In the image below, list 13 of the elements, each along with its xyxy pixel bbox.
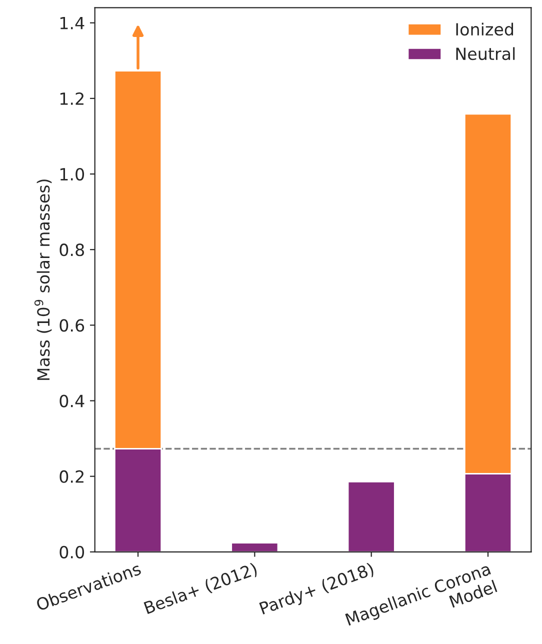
bar: [347, 480, 396, 552]
y-tick-label: 1.2: [60, 92, 84, 105]
y-axis-title: Mass (10$^{9}$ solar masses): [34, 180, 52, 380]
y-tick-label: 1.4: [60, 17, 84, 30]
legend-label: Ionized: [456, 22, 514, 36]
bar: [230, 542, 279, 552]
y-tick-label: 0.0: [60, 546, 84, 558]
y-tick-label: 0.2: [60, 470, 84, 483]
y-tick-label: 1.0: [60, 168, 84, 181]
legend-label: Neutral: [456, 47, 515, 60]
y-tick-label: 0.4: [60, 394, 84, 408]
y-tick-label: 0.6: [60, 319, 84, 332]
y-tick-label: 0.8: [60, 244, 84, 256]
